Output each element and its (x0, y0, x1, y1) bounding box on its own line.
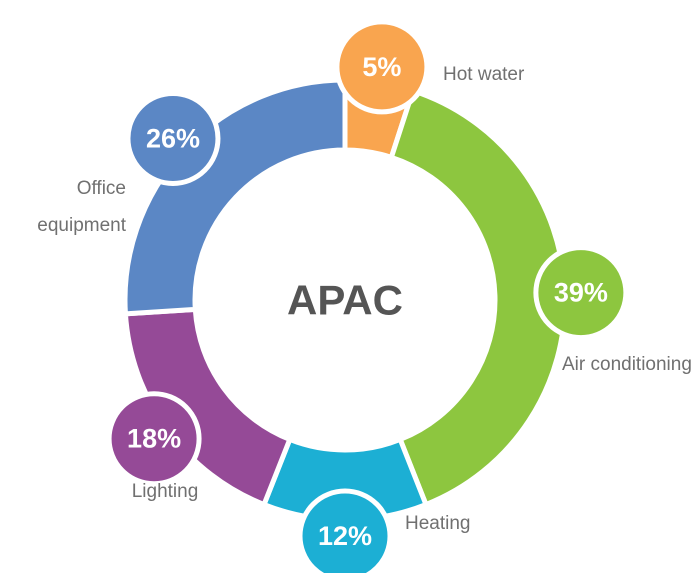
category-label: Air conditioning (562, 354, 692, 375)
value-badge (106, 391, 202, 487)
value-badge (334, 19, 430, 115)
category-label: Lighting (131, 481, 199, 502)
category-label: Hot water (443, 64, 525, 85)
value-badge (297, 488, 393, 573)
value-label: 12% (318, 521, 372, 551)
value-badge (125, 90, 221, 186)
donut-slice (388, 87, 568, 508)
value-label: 39% (554, 278, 608, 308)
category-label: Office equipment (37, 178, 126, 236)
category-label: Heating (405, 513, 471, 534)
chart-title: APAC (287, 277, 403, 324)
value-label: 26% (146, 123, 200, 153)
value-badge (533, 245, 629, 341)
value-label: 5% (362, 52, 401, 82)
value-label: 18% (127, 424, 181, 454)
